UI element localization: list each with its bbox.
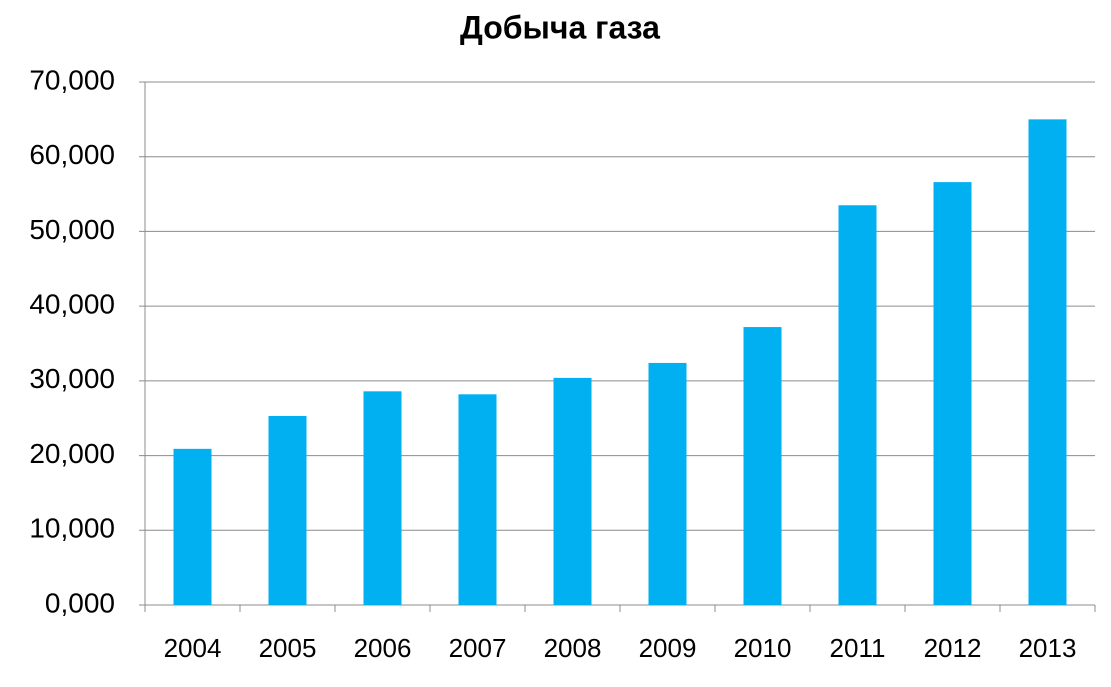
bar xyxy=(268,415,307,605)
x-tick-label: 2006 xyxy=(354,633,412,663)
bar xyxy=(933,182,972,606)
y-tick-label: 10,000 xyxy=(29,513,115,544)
bar xyxy=(1028,119,1067,605)
bar xyxy=(553,377,592,605)
y-tick-label: 40,000 xyxy=(29,289,115,320)
bar xyxy=(173,448,212,605)
bar xyxy=(458,394,497,605)
x-tick-label: 2009 xyxy=(639,633,697,663)
x-tick-label: 2013 xyxy=(1019,633,1077,663)
bar xyxy=(743,327,782,605)
bar xyxy=(363,391,402,605)
bar xyxy=(648,362,687,605)
x-tick-label: 2008 xyxy=(544,633,602,663)
x-tick-label: 2010 xyxy=(734,633,792,663)
y-tick-label: 60,000 xyxy=(29,139,115,170)
y-tick-label: 30,000 xyxy=(29,363,115,394)
x-tick-label: 2012 xyxy=(924,633,982,663)
y-tick-label: 50,000 xyxy=(29,214,115,245)
chart-title: Добыча газа xyxy=(460,9,660,45)
x-tick-label: 2007 xyxy=(449,633,507,663)
bar xyxy=(838,205,877,605)
x-tick-label: 2005 xyxy=(259,633,317,663)
y-tick-label: 70,000 xyxy=(29,64,115,95)
y-tick-label: 0,000 xyxy=(45,587,115,618)
x-tick-label: 2011 xyxy=(830,633,886,663)
y-tick-label: 20,000 xyxy=(29,438,115,469)
x-tick-label: 2004 xyxy=(164,633,222,663)
